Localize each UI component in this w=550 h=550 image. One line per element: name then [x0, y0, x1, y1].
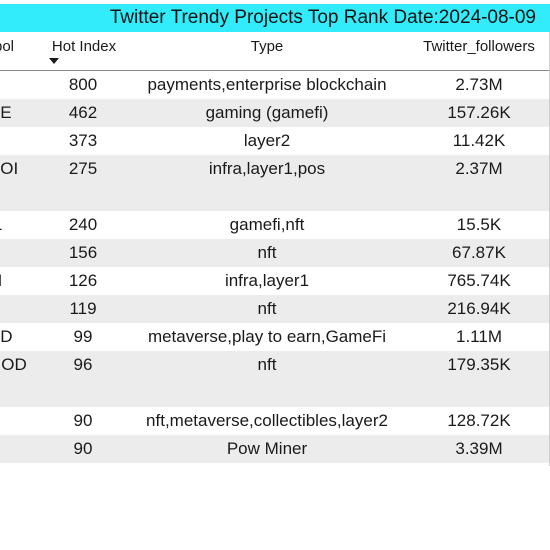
table-row[interactable]: GOD 96 nft 179.35K [0, 351, 550, 407]
cell-symbol: N [0, 407, 40, 435]
cell-hot-index: 373 [68, 131, 98, 150]
cell-type: layer2 [243, 131, 291, 150]
cell-followers: 15.5K [456, 215, 502, 234]
table-row[interactable]: 119 nft 216.94K [0, 295, 550, 323]
cell-symbol: ND [0, 327, 13, 346]
cell-type: nft [257, 355, 277, 374]
rank-table: bol Hot Index Type Twitter_followers P 8… [0, 33, 550, 463]
cell-followers: 216.94K [447, 299, 511, 318]
cell-hot-index: 90 [73, 439, 93, 458]
cell-followers: 11.42K [452, 131, 506, 150]
cell-type: infra,layer1 [224, 271, 310, 290]
table-header: bol Hot Index Type Twitter_followers [0, 33, 550, 71]
title-banner: Twitter Trendy Projects Top Rank Date:20… [0, 4, 550, 32]
table-row[interactable]: 156 nft 67.87K [0, 239, 550, 267]
cell-hot-index: 462 [68, 103, 98, 122]
column-header-type[interactable]: Type [250, 38, 284, 55]
cell-symbol: CE [0, 103, 12, 122]
cell-hot-index: 240 [68, 215, 98, 234]
cell-hot-index: 119 [69, 299, 97, 318]
cell-hot-index: 156 [68, 243, 98, 262]
cell-symbol: l [0, 435, 40, 463]
table-row[interactable]: ND 99 metaverse,play to earn,GameFi 1.11… [0, 323, 550, 351]
table-row[interactable]: P 800 payments,enterprise blockchain 2.7… [0, 71, 550, 99]
cell-type: nft,metaverse,collectibles,layer2 [146, 411, 388, 430]
table-row[interactable]: l 90 Pow Miner 3.39M [0, 435, 550, 463]
cell-hot-index: 96 [73, 355, 93, 374]
table-row[interactable]: IL 240 gamefi,nft 15.5K [0, 211, 550, 239]
cell-symbol: GOD [0, 355, 27, 374]
table-row[interactable]: N 90 nft,metaverse,collectibles,layer2 1… [0, 407, 550, 435]
cell-type: payments,enterprise blockchain [147, 75, 387, 94]
table-row[interactable]: N 373 layer2 11.42K [0, 127, 550, 155]
cell-type: Pow Miner [226, 439, 308, 458]
cell-followers: 179.35K [447, 355, 511, 374]
cell-type: nft [257, 299, 277, 318]
cell-symbol: P [0, 71, 40, 99]
table-row[interactable]: M 126 infra,layer1 765.74K [0, 267, 550, 295]
cell-symbol [0, 295, 40, 323]
cell-hot-index: 800 [68, 75, 98, 94]
cell-type: infra,layer1,pos [208, 159, 326, 178]
cell-hot-index: 99 [73, 327, 93, 346]
cell-followers: 67.87K [452, 243, 506, 262]
cell-type: metaverse,play to earn,GameFi [147, 327, 387, 346]
column-header-followers[interactable]: Twitter_followers [423, 38, 535, 55]
cell-hot-index: 275 [68, 159, 98, 178]
cell-symbol: COI [0, 159, 19, 178]
cell-followers: 2.37M [455, 159, 503, 178]
cell-followers: 3.39M [455, 439, 503, 458]
column-header-symbol[interactable]: bol [0, 38, 15, 55]
sort-down-arrow-icon[interactable] [49, 58, 59, 64]
cell-followers: 1.11M [456, 327, 502, 346]
page-title: Twitter Trendy Projects Top Rank Date:20… [109, 7, 536, 28]
column-header-hot-index[interactable]: Hot Index [51, 38, 117, 55]
cell-type: nft [257, 243, 277, 262]
cell-symbol: IL [0, 211, 40, 239]
cell-hot-index: 90 [73, 411, 93, 430]
cell-type: gamefi,nft [229, 215, 305, 234]
cell-followers: 157.26K [447, 103, 511, 122]
cell-symbol: N [0, 127, 40, 155]
cell-symbol [0, 239, 40, 267]
cell-followers: 128.72K [447, 411, 511, 430]
cell-followers: 2.73M [455, 75, 503, 94]
cell-type: gaming (gamefi) [205, 103, 329, 122]
table-row[interactable]: CE 462 gaming (gamefi) 157.26K [0, 99, 550, 127]
cell-symbol: M [0, 267, 40, 295]
cell-hot-index: 126 [68, 271, 98, 290]
cell-followers: 765.74K [447, 271, 511, 290]
table-row[interactable]: COI 275 infra,layer1,pos 2.37M [0, 155, 550, 211]
